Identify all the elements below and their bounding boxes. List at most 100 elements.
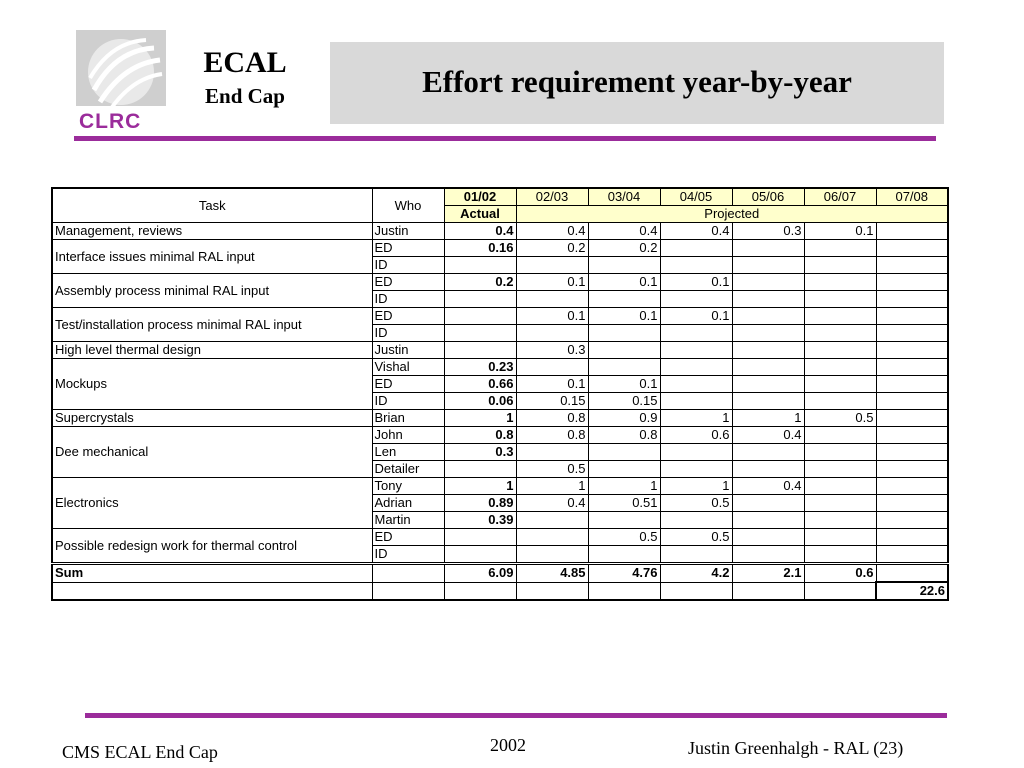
who-cell: ID	[371, 392, 445, 410]
effort-value-cell	[515, 511, 589, 529]
total-row: 22.6	[51, 581, 949, 601]
table-row: Electronics Tony 1 1 1 1 0.4	[51, 477, 949, 529]
table-row: ED 0.66 0.1 0.1	[52, 375, 949, 393]
effort-value-cell	[659, 324, 733, 342]
effort-value-cell: 0.15	[515, 392, 589, 410]
effort-value-cell	[659, 239, 733, 257]
who-cell: Brian	[371, 409, 445, 427]
ecal-heading: ECAL	[203, 46, 287, 79]
who-cell: ED	[371, 273, 445, 291]
who-column-header: Who	[371, 187, 445, 223]
year-header: 04/05	[659, 187, 733, 206]
effort-value-cell	[587, 290, 661, 308]
table-row: Interface issues minimal RAL input ED 0.16…	[51, 239, 949, 274]
effort-value-cell	[731, 545, 805, 564]
year-header: 01/02	[443, 187, 517, 206]
total-empty-cell	[371, 581, 445, 601]
effort-value-cell	[731, 358, 805, 376]
effort-value-cell	[731, 528, 805, 546]
who-cell: Justin	[371, 222, 445, 240]
sum-cell: 6.09	[443, 562, 517, 583]
table-row: ID	[52, 290, 949, 308]
effort-value-cell: 0.5	[587, 528, 661, 546]
footer-author: Justin Greenhalgh - RAL (23)	[688, 738, 904, 758]
effort-value-cell: 0.51	[587, 494, 661, 512]
effort-value-cell	[731, 256, 805, 274]
top-divider	[74, 136, 936, 141]
effort-value-cell: 0.89	[443, 494, 517, 512]
table-row: High level thermal design Justin 0.3	[51, 341, 949, 359]
effort-value-cell	[803, 239, 877, 257]
task-cell: Management, reviews	[51, 222, 373, 240]
effort-value-cell	[587, 460, 661, 478]
effort-value-cell	[587, 358, 661, 376]
effort-value-cell	[587, 443, 661, 461]
effort-value-cell	[875, 222, 949, 240]
effort-value-cell	[443, 545, 517, 564]
bottom-divider	[85, 713, 947, 718]
effort-value-cell: 1	[443, 409, 517, 427]
total-empty-cell	[51, 581, 373, 601]
effort-value-cell: 0.5	[659, 528, 733, 546]
effort-value-cell: 0.4	[659, 222, 733, 240]
who-cell: Detailer	[371, 460, 445, 478]
effort-value-cell	[731, 324, 805, 342]
clrc-globe-logo-icon	[76, 30, 166, 135]
table-row: Management, reviews Justin 0.4 0.4 0.4 0.4 0.3…	[51, 222, 949, 240]
who-cell: ED	[371, 375, 445, 393]
effort-value-cell: 0.8	[587, 426, 661, 444]
effort-value-cell	[515, 443, 589, 461]
effort-value-cell	[803, 307, 877, 325]
effort-value-cell	[731, 307, 805, 325]
effort-value-cell	[731, 443, 805, 461]
effort-value-cell	[443, 528, 517, 546]
effort-value-cell: 0.06	[443, 392, 517, 410]
table-row: Possible redesign work for thermal contr…	[51, 528, 949, 564]
task-cell: Interface issues minimal RAL input	[51, 239, 373, 274]
effort-value-cell	[587, 545, 661, 564]
sum-row: Sum 6.09 4.85 4.76 4.2 2.1 0.6	[51, 562, 949, 583]
effort-value-cell: 1	[731, 409, 805, 427]
effort-value-cell	[803, 392, 877, 410]
effort-value-cell	[875, 273, 949, 291]
effort-value-cell	[731, 392, 805, 410]
effort-value-cell	[659, 341, 733, 359]
total-empty-cell	[515, 581, 589, 601]
who-cell: ED	[371, 528, 445, 546]
effort-value-cell: 0.1	[515, 307, 589, 325]
effort-table-body: Management, reviews Justin 0.4 0.4 0.4 0.4 0.3…	[51, 222, 949, 564]
year-header: 05/06	[731, 187, 805, 206]
effort-value-cell: 0.8	[515, 426, 589, 444]
effort-value-cell	[515, 545, 589, 564]
task-cell: Dee mechanical	[51, 426, 373, 478]
total-empty-cell	[803, 581, 877, 601]
effort-value-cell: 1	[659, 477, 733, 495]
effort-value-cell: 0.9	[587, 409, 661, 427]
effort-value-cell: 0.16	[443, 239, 517, 257]
effort-value-cell: 0.1	[587, 273, 661, 291]
footer-left: CMS ECAL End Cap	[62, 742, 218, 762]
task-cell: Electronics	[51, 477, 373, 529]
task-cell: Mockups	[51, 358, 373, 410]
sum-cell	[875, 562, 949, 583]
effort-value-cell	[875, 307, 949, 325]
effort-value-cell	[659, 443, 733, 461]
effort-value-cell	[443, 256, 517, 274]
task-cell: High level thermal design	[51, 341, 373, 359]
effort-value-cell	[875, 341, 949, 359]
task-cell: Test/installation process minimal RAL in…	[51, 307, 373, 342]
effort-value-cell	[875, 460, 949, 478]
who-cell: ID	[371, 290, 445, 308]
effort-value-cell	[803, 375, 877, 393]
effort-value-cell	[803, 341, 877, 359]
effort-value-cell	[587, 324, 661, 342]
effort-value-cell	[515, 324, 589, 342]
who-cell: Justin	[371, 341, 445, 359]
sum-cell: 4.85	[515, 562, 589, 583]
effort-value-cell	[731, 460, 805, 478]
effort-value-cell	[731, 290, 805, 308]
effort-value-cell	[659, 358, 733, 376]
effort-value-cell: 0.2	[515, 239, 589, 257]
effort-value-cell	[659, 511, 733, 529]
table-row: Mockups Vishal 0.23	[51, 358, 949, 410]
